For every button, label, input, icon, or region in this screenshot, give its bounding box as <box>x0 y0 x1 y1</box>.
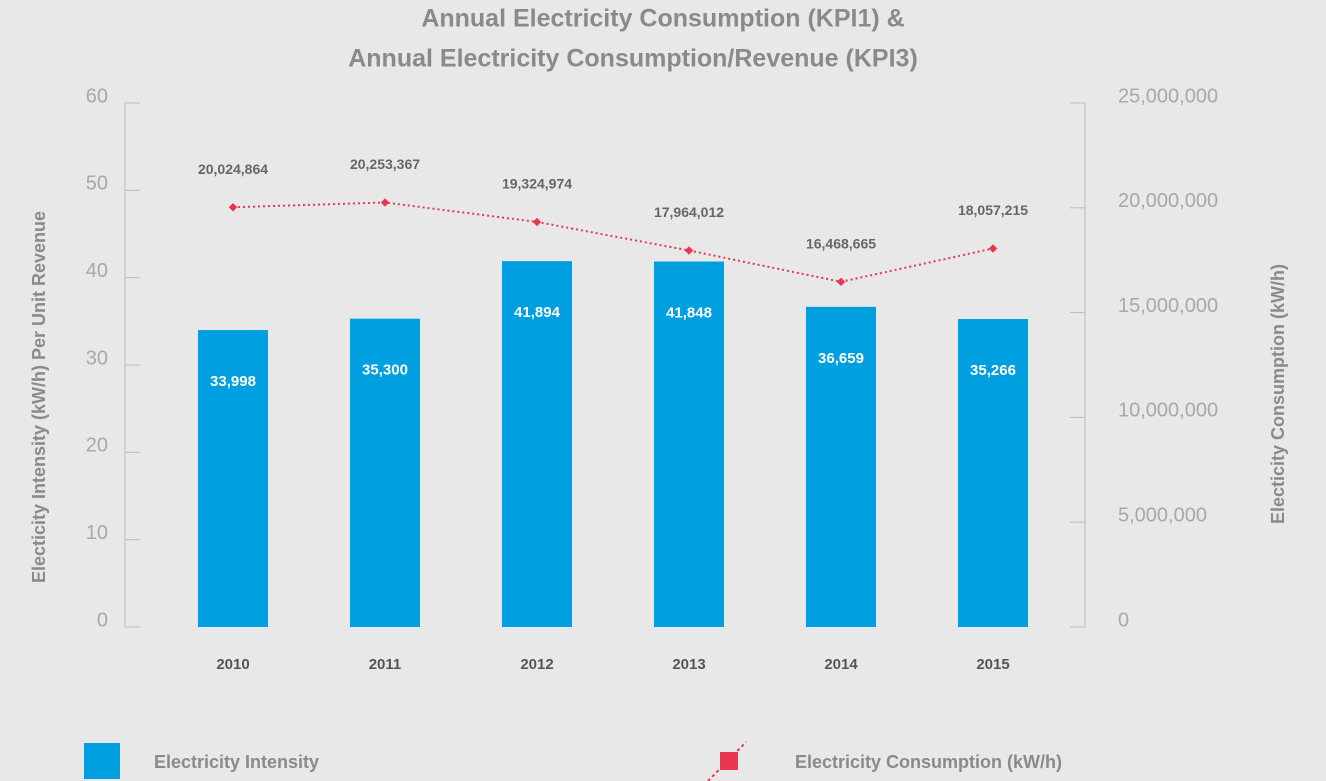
y-tick-label: 0 <box>97 609 108 631</box>
x-tick-label: 2015 <box>976 656 1009 673</box>
bar <box>502 261 572 627</box>
y-tick-label: 40 <box>86 260 108 282</box>
point <box>228 203 238 212</box>
legend-swatch <box>84 743 120 779</box>
point <box>988 244 998 253</box>
y2-axis-title: Electicity Consumption (kW/h) <box>1268 264 1288 524</box>
line <box>232 201 994 283</box>
legend-label: Electricity Intensity <box>154 752 319 772</box>
point-label: 16,468,665 <box>806 236 876 252</box>
point-label: 18,057,215 <box>958 202 1028 218</box>
bar <box>806 306 876 627</box>
y2-tick-label: 20,000,000 <box>1118 190 1218 212</box>
x-tick-label: 2012 <box>520 656 553 673</box>
chart-title: Annual Electricity Consumption/Revenue (… <box>348 45 918 73</box>
legend-label: Electricity Consumption (kW/h) <box>795 752 1062 772</box>
bar <box>958 319 1028 627</box>
y-tick-label: 20 <box>86 435 108 457</box>
bar <box>654 261 724 627</box>
point <box>380 198 390 207</box>
y-axis-title: Electicity Intensity (kW/h) Per Unit Rev… <box>29 211 49 583</box>
chart-title: Annual Electricity Consumption (KPI1) & <box>421 5 904 33</box>
y-tick-label: 60 <box>86 85 108 107</box>
bar-label: 41,848 <box>666 304 712 321</box>
bar-label: 36,659 <box>818 350 864 367</box>
point <box>684 246 694 255</box>
y-tick-label: 50 <box>86 173 108 195</box>
bar-label: 41,894 <box>514 304 561 321</box>
y2-tick-label: 10,000,000 <box>1118 400 1218 422</box>
y2-tick-label: 5,000,000 <box>1118 504 1207 526</box>
bar <box>350 318 420 627</box>
y2-tick-label: 0 <box>1118 609 1129 631</box>
point <box>836 277 846 287</box>
y-tick-label: 30 <box>86 347 108 369</box>
x-tick-label: 2010 <box>216 656 249 673</box>
bar-label: 35,266 <box>970 362 1016 379</box>
bar-label: 33,998 <box>210 373 256 390</box>
x-tick-label: 2014 <box>824 656 858 673</box>
y-tick-label: 10 <box>86 522 108 544</box>
x-tick-label: 2011 <box>369 656 402 673</box>
point <box>532 217 542 227</box>
point-label: 19,324,974 <box>502 176 572 192</box>
point-label: 17,964,012 <box>654 204 724 220</box>
y2-tick-label: 15,000,000 <box>1118 295 1218 317</box>
y2-tick-label: 25,000,000 <box>1118 85 1218 107</box>
bar <box>198 330 268 627</box>
bar-label: 35,300 <box>362 362 408 379</box>
point-label: 20,024,864 <box>198 161 268 177</box>
x-tick-label: 2013 <box>672 656 705 673</box>
legend-swatch <box>720 752 738 770</box>
point-label: 20,253,367 <box>350 156 420 172</box>
